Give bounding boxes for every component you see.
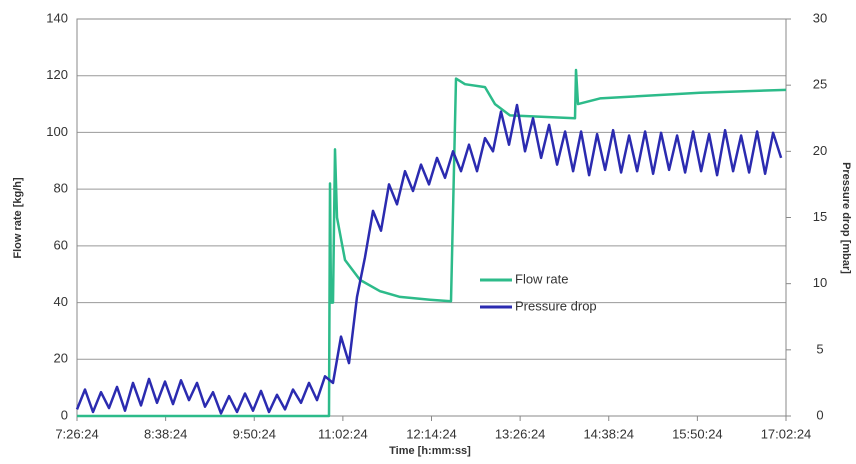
y-tick-label: 100 [46,124,68,139]
x-tick-label: 12:14:24 [406,426,457,441]
legend-label: Pressure drop [515,298,597,313]
y-tick-label: 140 [46,10,68,25]
x-tick-label: 13:26:24 [495,426,546,441]
x-tick-label: 14:38:24 [583,426,634,441]
x-tick-label: 11:02:24 [318,426,368,441]
x-tick-label: 15:50:24 [672,426,723,441]
y-tick-label: 20 [54,351,68,366]
y2-tick-label: 0 [816,407,823,422]
x-tick-label: 9:50:24 [233,426,276,441]
y-axis-title: Flow rate [kg/h] [12,177,24,259]
y2-tick-label: 20 [813,143,827,158]
y-tick-label: 60 [54,237,68,252]
y-tick-label: 80 [54,181,68,196]
y2-tick-label: 10 [813,275,827,290]
y2-tick-label: 30 [813,10,827,25]
y-tick-label: 120 [46,67,68,82]
y2-axis-title: Pressure drop [mbar] [840,162,852,274]
x-tick-label: 8:38:24 [144,426,187,441]
y2-tick-label: 15 [813,209,827,224]
y2-tick-label: 25 [813,77,827,92]
y-tick-label: 0 [61,407,68,422]
plot-frame [76,18,787,417]
x-tick-label: 7:26:24 [55,426,98,441]
x-axis-title: Time [h:mm:ss] [389,445,471,457]
series-line [77,68,787,418]
y2-tick-label: 5 [816,341,823,356]
x-tick-label: 17:02:24 [761,426,812,441]
series-line [75,103,783,415]
y-tick-label: 40 [54,294,68,309]
legend-label: Flow rate [515,271,568,286]
